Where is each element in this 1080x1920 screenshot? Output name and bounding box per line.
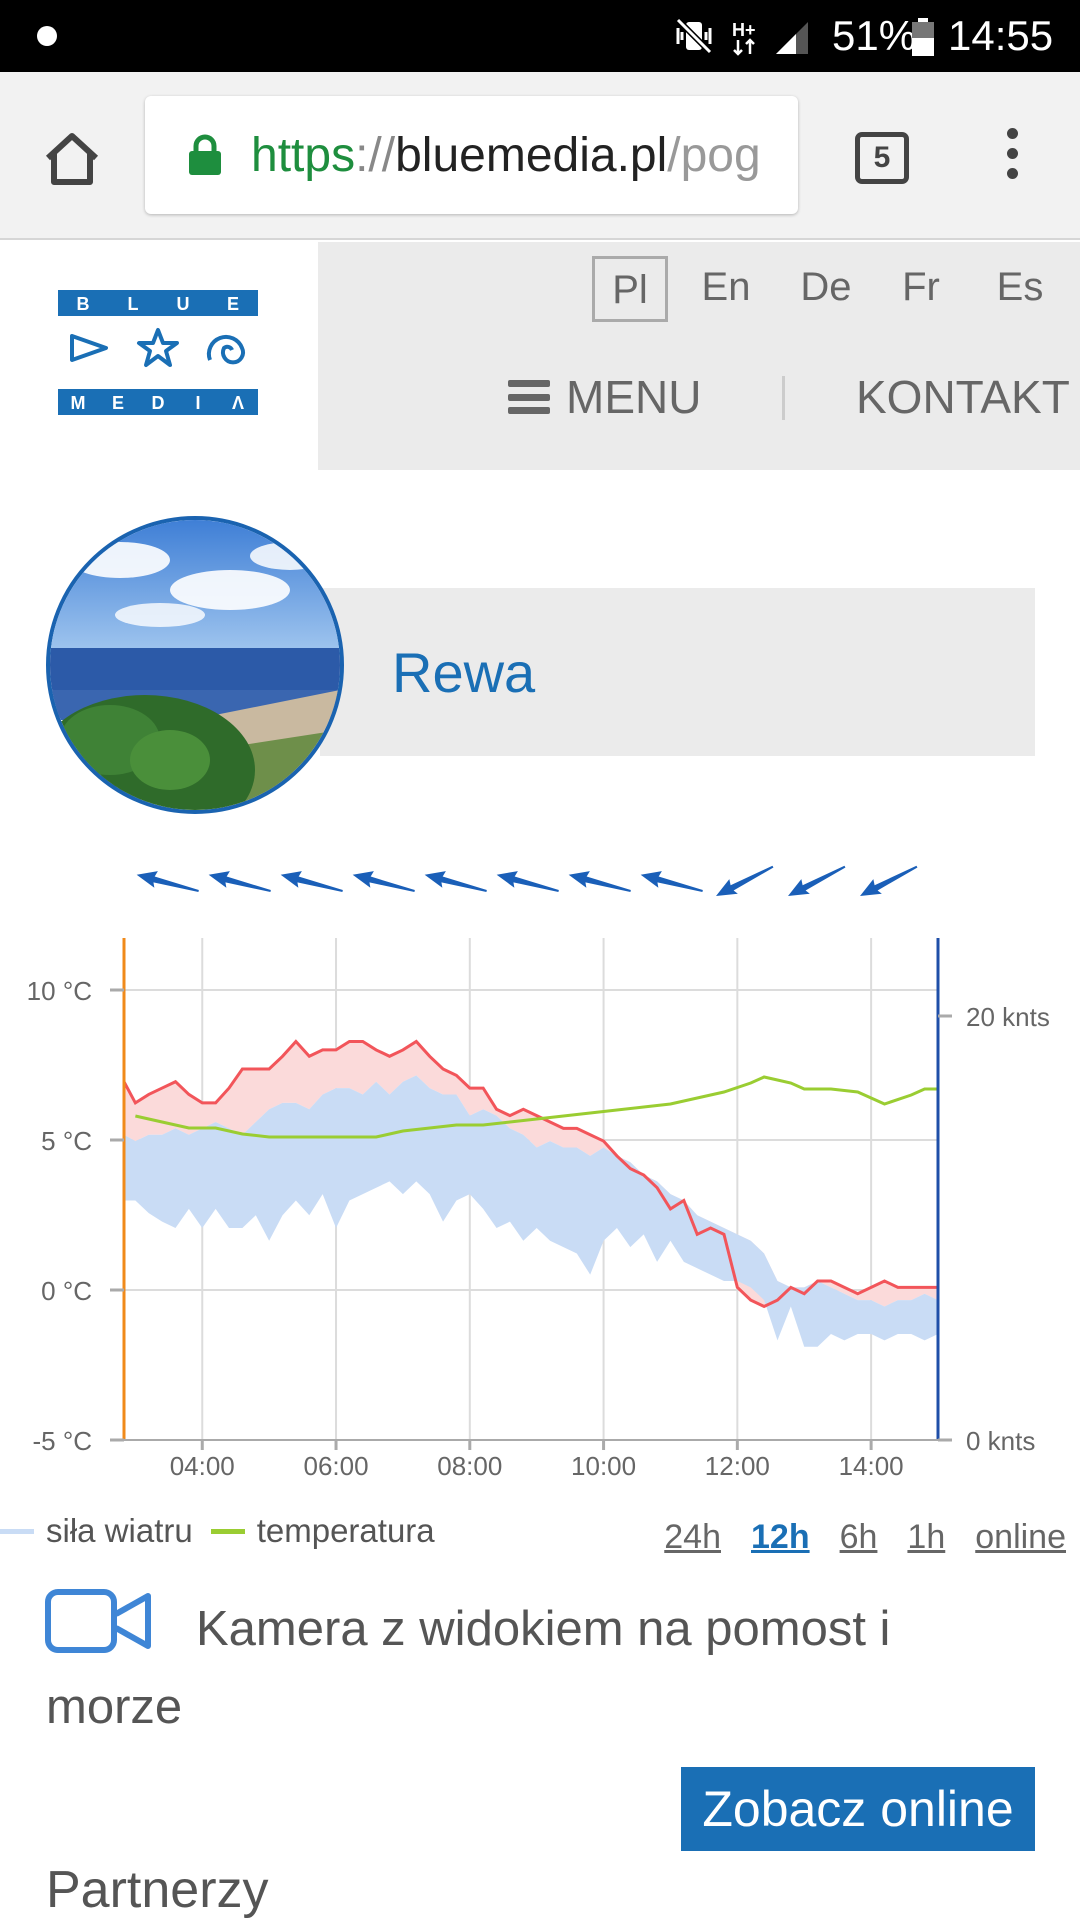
logo-letter: U (177, 294, 190, 314)
logo-letter: D (152, 393, 165, 413)
logo-letter: E (112, 393, 124, 413)
station-header: Rewa (320, 588, 1035, 756)
weather-chart: 10 °C 5 °C 0 °C -5 °C 20 knts 0 knts 04:00 06:0… (27, 938, 1050, 1480)
nav-divider (782, 376, 785, 420)
y-tick-label: -5 °C (32, 1426, 92, 1456)
logo-letter: L (128, 294, 139, 314)
wind-arrow-icon (208, 871, 271, 892)
lang-en[interactable]: En (701, 265, 751, 309)
wind-arrow-icon (280, 871, 343, 892)
logo-letter: M (71, 393, 86, 413)
x-tick-label: 06:00 (303, 1451, 368, 1480)
range-24h[interactable]: 24h (664, 1518, 721, 1556)
logo-letter: B (77, 294, 90, 314)
legend-wind-swatch (0, 1528, 34, 1534)
wind-arrow-icon (496, 871, 559, 892)
legend-temp-label: temperatura (256, 1512, 435, 1549)
contact-link[interactable]: KONTAKT (856, 371, 1070, 423)
wind-arrow-icon (788, 865, 846, 896)
home-icon[interactable] (42, 128, 102, 188)
url-host: bluemedia.pl (395, 129, 668, 182)
legend-wind-label: siła wiatru (46, 1512, 193, 1549)
hamburger-icon (508, 380, 550, 414)
y-tick-label: 10 °C (27, 976, 92, 1006)
tab-switcher-button[interactable]: 5 (855, 132, 909, 184)
site-nav: Pl En De Fr Es MENU KONTAKT (318, 242, 1080, 470)
station-photo (46, 516, 344, 814)
status-icons: H+ (672, 16, 812, 56)
legend-temp-swatch (210, 1528, 245, 1534)
notification-dot-icon (37, 26, 57, 46)
menu-button[interactable]: MENU (508, 370, 701, 424)
x-tick-label: 14:00 (839, 1451, 904, 1480)
url-separator: :// (355, 129, 396, 182)
time-range-selector: 24h 12h 6h 1h online (664, 1518, 1066, 1557)
watch-online-button[interactable]: Zobacz online (681, 1767, 1035, 1851)
temperature-line (135, 1075, 938, 1139)
wind-arrow-icon (860, 865, 918, 896)
range-online[interactable]: online (975, 1518, 1066, 1556)
lang-pl[interactable]: Pl (592, 256, 668, 322)
blue-media-logo[interactable]: B L U E M E D I Λ (58, 290, 258, 415)
station-name: Rewa (392, 641, 536, 704)
y2-tick-label: 0 knts (966, 1426, 1035, 1456)
lang-fr[interactable]: Fr (902, 265, 940, 309)
range-12h[interactable]: 12h (751, 1518, 810, 1556)
lang-de[interactable]: De (800, 265, 852, 309)
wind-arrow-icon (352, 871, 415, 892)
browser-toolbar: https://bluemedia.pl/pog 5 (0, 72, 1080, 240)
wind-arrow-icon (424, 871, 487, 892)
battery-percent: 51% (832, 12, 917, 59)
lock-icon (189, 134, 221, 175)
url-text: https://bluemedia.pl/pog (251, 128, 761, 183)
wind-arrow-icon (716, 865, 774, 896)
range-6h[interactable]: 6h (839, 1518, 878, 1556)
logo-letter: Λ (232, 393, 244, 413)
address-bar[interactable]: https://bluemedia.pl/pog (145, 96, 798, 214)
status-bar: H+ 51% 14:55 (0, 0, 1080, 72)
wind-arrow-icon (640, 871, 703, 892)
lang-es[interactable]: Es (996, 265, 1044, 309)
x-tick-label: 08:00 (437, 1451, 502, 1480)
vibrate-mute-icon (675, 17, 713, 55)
svg-text:H+: H+ (732, 20, 756, 40)
clock: 14:55 (948, 12, 1054, 59)
x-tick-label: 10:00 (571, 1451, 636, 1480)
wind-arrow-icon (568, 871, 631, 892)
wind-arrow-icon (136, 871, 199, 892)
x-tick-label: 12:00 (705, 1451, 770, 1480)
network-h-plus-icon: H+ (732, 20, 756, 56)
logo-letter: E (227, 294, 239, 314)
range-1h[interactable]: 1h (907, 1518, 946, 1556)
url-path: /pog (667, 129, 761, 182)
menu-label: MENU (566, 371, 702, 423)
chart-legend: siła wiatru temperatura (0, 1512, 435, 1550)
url-scheme: https (251, 129, 356, 182)
signal-icon (776, 22, 808, 54)
partners-heading: Partnerzy (46, 1861, 269, 1919)
y-tick-label: 0 °C (41, 1276, 92, 1306)
battery-icon (912, 18, 934, 56)
wind-direction-arrows (136, 865, 918, 896)
camera-title: Kamera z widokiem na pomost i morze (46, 1602, 891, 1734)
browser-menu-icon[interactable] (1000, 128, 1024, 188)
logo-letter: I (195, 393, 200, 413)
x-tick-label: 04:00 (170, 1451, 235, 1480)
wind-gust-line (122, 1039, 938, 1309)
y-tick-label: 5 °C (41, 1126, 92, 1156)
video-camera-icon (45, 1589, 151, 1653)
y2-tick-label: 20 knts (966, 1002, 1050, 1032)
